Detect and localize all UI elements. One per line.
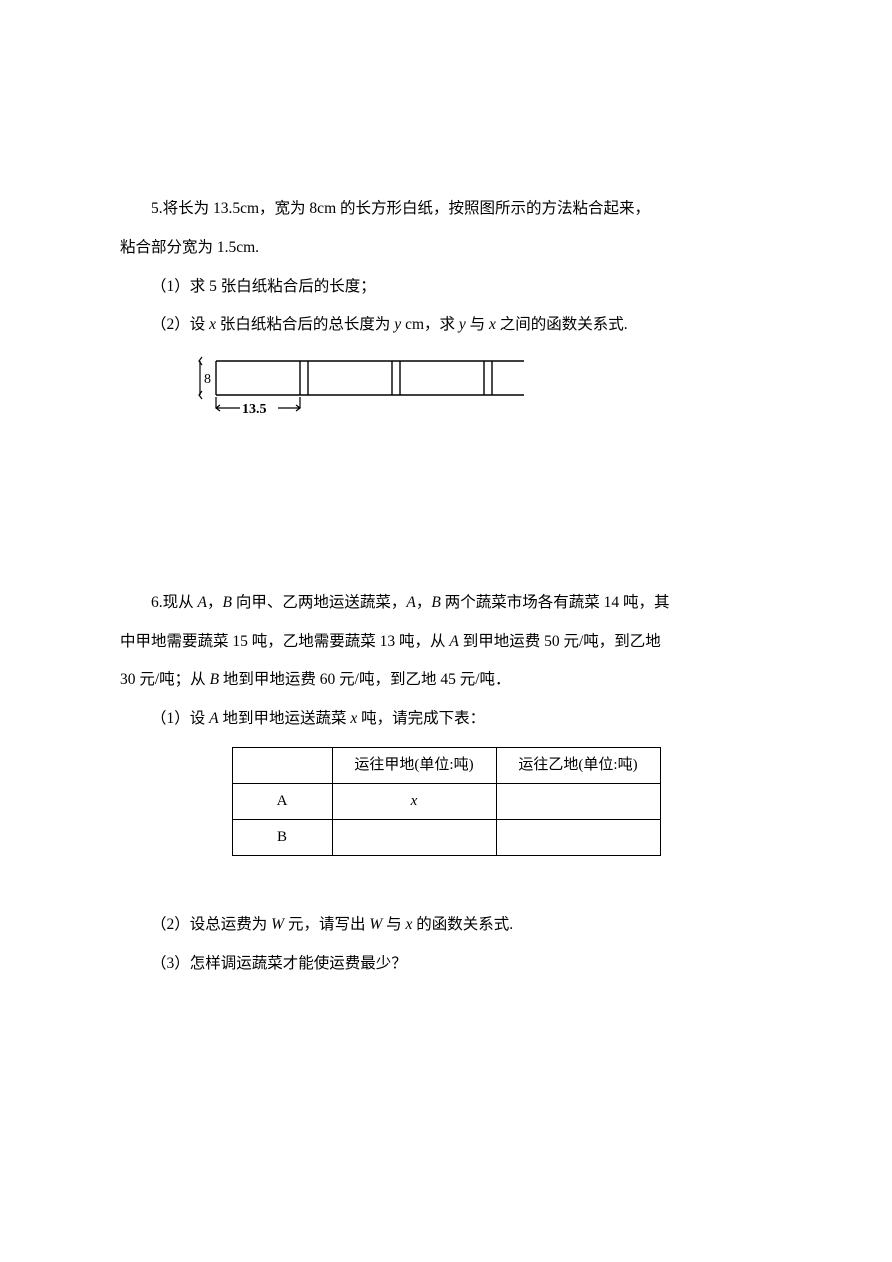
row-A-label: A bbox=[232, 783, 332, 819]
label-13-5: 13.5 bbox=[242, 402, 267, 417]
var-W: W bbox=[369, 916, 382, 933]
spacer bbox=[120, 886, 772, 906]
problem-6: 6.现从 A，B 向甲、乙两地运送蔬菜，A，B 两个蔬菜市场各有蔬菜 14 吨，… bbox=[120, 584, 772, 984]
header-jia: 运往甲地(单位:吨) bbox=[332, 747, 496, 783]
row-A-yi bbox=[496, 783, 660, 819]
var-B: B bbox=[210, 671, 219, 688]
var-B: B bbox=[431, 594, 440, 611]
label-8: 8 bbox=[204, 372, 211, 387]
p6-q3: （3）怎样调运蔬菜才能使运费最少？ bbox=[120, 945, 772, 984]
table-row: 运往甲地(单位:吨) 运往乙地(单位:吨) bbox=[232, 747, 660, 783]
p6-intro-line2: 中甲地需要蔬菜 15 吨，乙地需要蔬菜 13 吨，从 A 到甲地运费 50 元/… bbox=[120, 623, 772, 662]
var-A: A bbox=[449, 633, 458, 650]
problem-5: 5.将长为 13.5cm，宽为 8cm 的长方形白纸，按照图所示的方法粘合起来，… bbox=[120, 190, 772, 444]
var-A: A bbox=[406, 594, 415, 611]
row-B-jia bbox=[332, 819, 496, 855]
row-B-yi bbox=[496, 819, 660, 855]
var-A: A bbox=[198, 594, 207, 611]
p6-intro-line1: 6.现从 A，B 向甲、乙两地运送蔬菜，A，B 两个蔬菜市场各有蔬菜 14 吨，… bbox=[120, 584, 772, 623]
var-x: x bbox=[489, 316, 496, 333]
p6-intro-line3: 30 元/吨；从 B 地到甲地运费 60 元/吨，到乙地 45 元/吨． bbox=[120, 661, 772, 700]
p6-q1: （1）设 A 地到甲地运送蔬菜 x 吨，请完成下表： bbox=[120, 700, 772, 739]
var-W: W bbox=[271, 916, 284, 933]
paper-strip-svg: 8 bbox=[194, 353, 534, 428]
var-B: B bbox=[223, 594, 232, 611]
p5-q1: （1）求 5 张白纸粘合后的长度； bbox=[120, 268, 772, 307]
p5-intro-line1: 5.将长为 13.5cm，宽为 8cm 的长方形白纸，按照图所示的方法粘合起来， bbox=[120, 190, 772, 229]
document-page: 5.将长为 13.5cm，宽为 8cm 的长方形白纸，按照图所示的方法粘合起来，… bbox=[0, 0, 892, 983]
header-yi: 运往乙地(单位:吨) bbox=[496, 747, 660, 783]
table-row: A x bbox=[232, 783, 660, 819]
header-empty bbox=[232, 747, 332, 783]
row-B-label: B bbox=[232, 819, 332, 855]
var-x: x bbox=[209, 316, 216, 333]
p6-q2: （2）设总运费为 W 元，请写出 W 与 x 的函数关系式. bbox=[120, 906, 772, 945]
p6-table-wrap: 运往甲地(单位:吨) 运往乙地(单位:吨) A x B bbox=[120, 747, 772, 856]
vertical-gap bbox=[120, 444, 772, 584]
var-y: y bbox=[459, 316, 466, 333]
p5-q2: （2）设 x 张白纸粘合后的总长度为 y cm，求 y 与 x 之间的函数关系式… bbox=[120, 306, 772, 345]
transport-table: 运往甲地(单位:吨) 运往乙地(单位:吨) A x B bbox=[232, 747, 661, 856]
p5-diagram: 8 bbox=[194, 353, 772, 444]
table-row: B bbox=[232, 819, 660, 855]
row-A-jia: x bbox=[332, 783, 496, 819]
var-A: A bbox=[209, 710, 218, 727]
p5-intro-line2: 粘合部分宽为 1.5cm. bbox=[120, 229, 772, 268]
